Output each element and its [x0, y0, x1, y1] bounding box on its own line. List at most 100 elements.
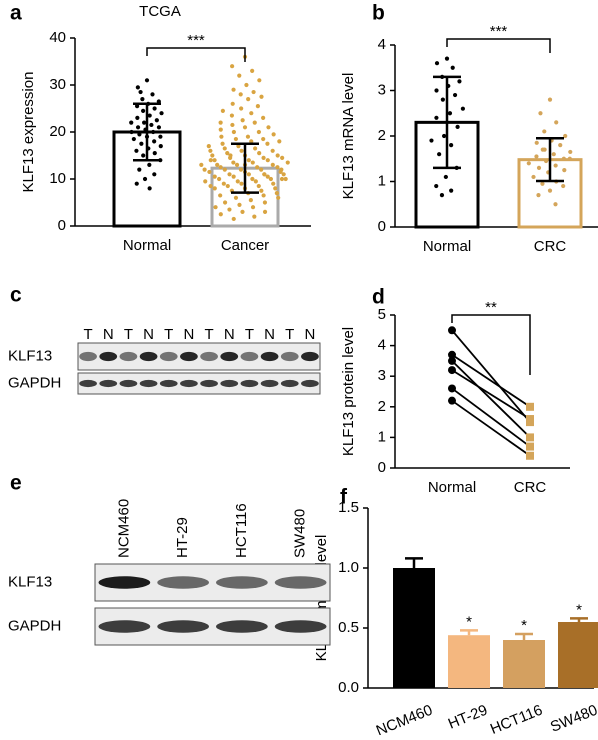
data-point — [450, 65, 455, 70]
blot-box — [77, 342, 321, 371]
data-point — [147, 162, 152, 167]
data-point — [230, 64, 235, 69]
data-point — [222, 200, 228, 205]
data-point — [253, 146, 258, 151]
data-point — [207, 169, 212, 175]
pair-line — [451, 399, 531, 457]
data-point — [238, 167, 244, 172]
data-point — [255, 104, 260, 109]
bar — [448, 635, 490, 688]
data-point — [274, 191, 279, 196]
band — [216, 576, 268, 589]
band — [79, 379, 97, 388]
data-point — [159, 111, 164, 116]
data-point — [229, 113, 235, 118]
data-point — [255, 165, 260, 170]
data-point — [439, 193, 445, 198]
data-point — [238, 92, 243, 97]
data-point — [220, 141, 225, 146]
x-tick-label: Normal — [423, 238, 471, 255]
data-point — [434, 88, 439, 93]
data-point — [249, 139, 254, 144]
data-point — [434, 61, 440, 66]
data-point — [240, 118, 245, 123]
data-point — [259, 188, 264, 193]
data-point — [448, 326, 456, 335]
data-point — [230, 101, 235, 106]
data-point — [440, 97, 445, 102]
data-point — [228, 153, 233, 158]
data-point — [452, 92, 458, 98]
data-point — [554, 120, 559, 125]
data-point — [536, 165, 542, 170]
x-tick-label: CRC — [534, 238, 567, 255]
data-point — [156, 125, 162, 130]
data-point — [526, 433, 534, 442]
data-point — [455, 124, 460, 129]
data-point — [149, 122, 154, 128]
bar — [393, 568, 435, 688]
data-point — [265, 174, 270, 179]
data-point — [236, 144, 241, 149]
pair-line — [451, 329, 531, 423]
lane-label: SW480 — [292, 509, 309, 558]
y-tick-label: 1 — [378, 428, 386, 445]
error-bar — [133, 102, 161, 162]
data-point — [534, 154, 539, 159]
lane-label: HCT116 — [233, 503, 250, 558]
data-point — [244, 82, 249, 88]
lane-label: T — [285, 326, 294, 343]
data-point — [210, 153, 215, 158]
band — [260, 379, 279, 388]
bar — [503, 640, 545, 688]
band — [159, 379, 178, 388]
row-label: GAPDH — [8, 617, 61, 634]
data-point — [152, 172, 157, 177]
data-point — [540, 181, 545, 186]
data-point — [259, 167, 264, 172]
y-tick-label: 4 — [378, 36, 386, 53]
data-point — [208, 183, 213, 189]
significance-label: * — [466, 613, 472, 630]
significance-label: *** — [490, 23, 508, 40]
data-point — [222, 167, 227, 172]
band — [216, 620, 268, 633]
lane-label: NCM460 — [115, 499, 132, 558]
band — [79, 351, 97, 362]
data-point — [147, 186, 152, 191]
data-point — [234, 162, 240, 167]
data-point — [202, 167, 207, 172]
data-point — [256, 183, 261, 189]
data-point — [250, 205, 256, 210]
data-point — [434, 183, 439, 189]
row-label: GAPDH — [8, 374, 61, 391]
band — [119, 379, 138, 388]
y-axis-label: KLF13 expression — [20, 72, 37, 193]
y-tick-label: 1.0 — [338, 559, 359, 576]
data-point — [442, 133, 447, 139]
y-tick-label: 2 — [378, 127, 386, 144]
error-bar — [433, 75, 461, 170]
data-point — [434, 115, 439, 120]
y-tick-label: 0.0 — [338, 679, 359, 696]
data-point — [448, 384, 456, 393]
data-point — [152, 151, 157, 156]
data-point — [134, 181, 139, 186]
data-point — [138, 89, 143, 95]
data-point — [231, 87, 236, 92]
data-point — [199, 162, 204, 167]
band — [220, 379, 239, 388]
data-point — [140, 97, 145, 102]
data-point — [449, 143, 454, 148]
y-tick-label: 3 — [378, 367, 386, 384]
data-point — [135, 85, 140, 90]
data-point — [212, 174, 217, 179]
data-point — [270, 148, 275, 153]
band — [200, 379, 218, 388]
data-point — [230, 122, 235, 128]
data-point — [551, 152, 556, 157]
data-point — [152, 106, 157, 111]
data-point — [283, 176, 288, 182]
band — [200, 351, 218, 362]
